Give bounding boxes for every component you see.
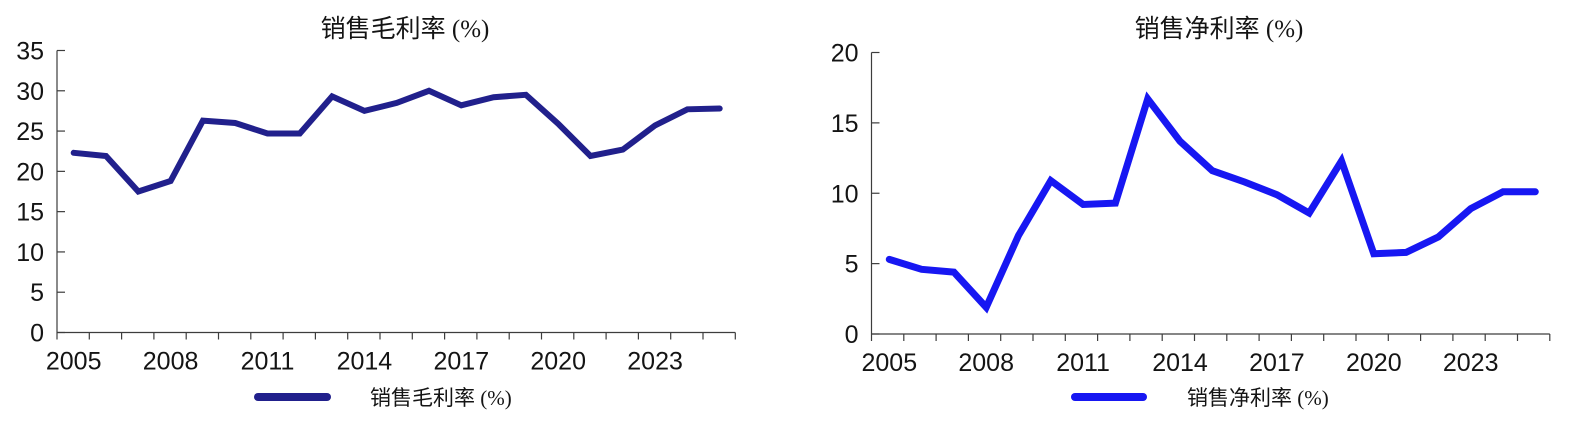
y-tick-label: 35 [16,38,44,66]
x-tick-label: 2014 [337,348,393,376]
x-tick-label: 2005 [861,349,917,377]
y-tick-label: 0 [845,321,859,349]
y-tick-label: 5 [30,279,44,307]
legend: 销售净利率 (%) [1071,386,1329,410]
x-tick-label: 2014 [1152,349,1208,377]
axes: 0 5 10 15 20 2005 2008 2011 2014 2017 2020 2023 [831,40,1551,377]
y-tick-label: 15 [831,110,859,138]
net-margin-chart-panel: 销售净利率 (%) 0 5 10 15 20 2005 2008 2011 2014 2017 20… [795,0,1591,427]
chart-title: 销售净利率 (%) [1135,15,1304,43]
series-line [885,91,1539,314]
x-tick-label: 2023 [627,348,683,376]
y-tick-label: 30 [16,78,44,106]
y-tick-label: 5 [845,251,859,279]
x-tick-label: 2017 [433,348,489,376]
y-tick-label: 25 [16,118,44,146]
x-tick-label: 2017 [1249,349,1305,377]
legend: 销售毛利率 (%) [254,386,512,410]
x-tick-label: 2008 [143,348,199,376]
x-tick-label: 2011 [1056,349,1110,377]
y-tick-label: 20 [831,40,859,68]
net-margin-chart: 销售净利率 (%) 0 5 10 15 20 2005 2008 2011 2014 2017 20… [831,15,1551,410]
x-tick-label: 2023 [1443,349,1499,377]
y-tick-label: 15 [16,199,44,227]
y-tick-label: 10 [831,180,859,208]
y-tick-label: 10 [16,239,44,267]
gross-margin-chart-panel: 销售毛利率 (%) 0 5 10 15 20 25 30 35 2005 2008 2011 2014… [0,0,795,427]
x-tick-label: 2011 [241,348,295,376]
chart-title: 销售毛利率 (%) [321,15,490,43]
x-tick-label: 2020 [530,348,586,376]
legend-label: 销售净利率 (%) [1187,386,1329,410]
series-line [70,87,723,195]
y-tick-label: 0 [30,320,44,348]
axes: 0 5 10 15 20 25 30 35 2005 2008 2011 2014 2017 2020 20… [16,38,736,376]
legend-label: 销售毛利率 (%) [370,386,512,410]
x-tick-label: 2008 [958,349,1014,377]
gross-margin-chart: 销售毛利率 (%) 0 5 10 15 20 25 30 35 2005 2008 2011 2014… [16,15,736,410]
x-tick-label: 2020 [1346,349,1402,377]
y-tick-label: 20 [16,158,44,186]
x-tick-label: 2005 [46,348,102,376]
